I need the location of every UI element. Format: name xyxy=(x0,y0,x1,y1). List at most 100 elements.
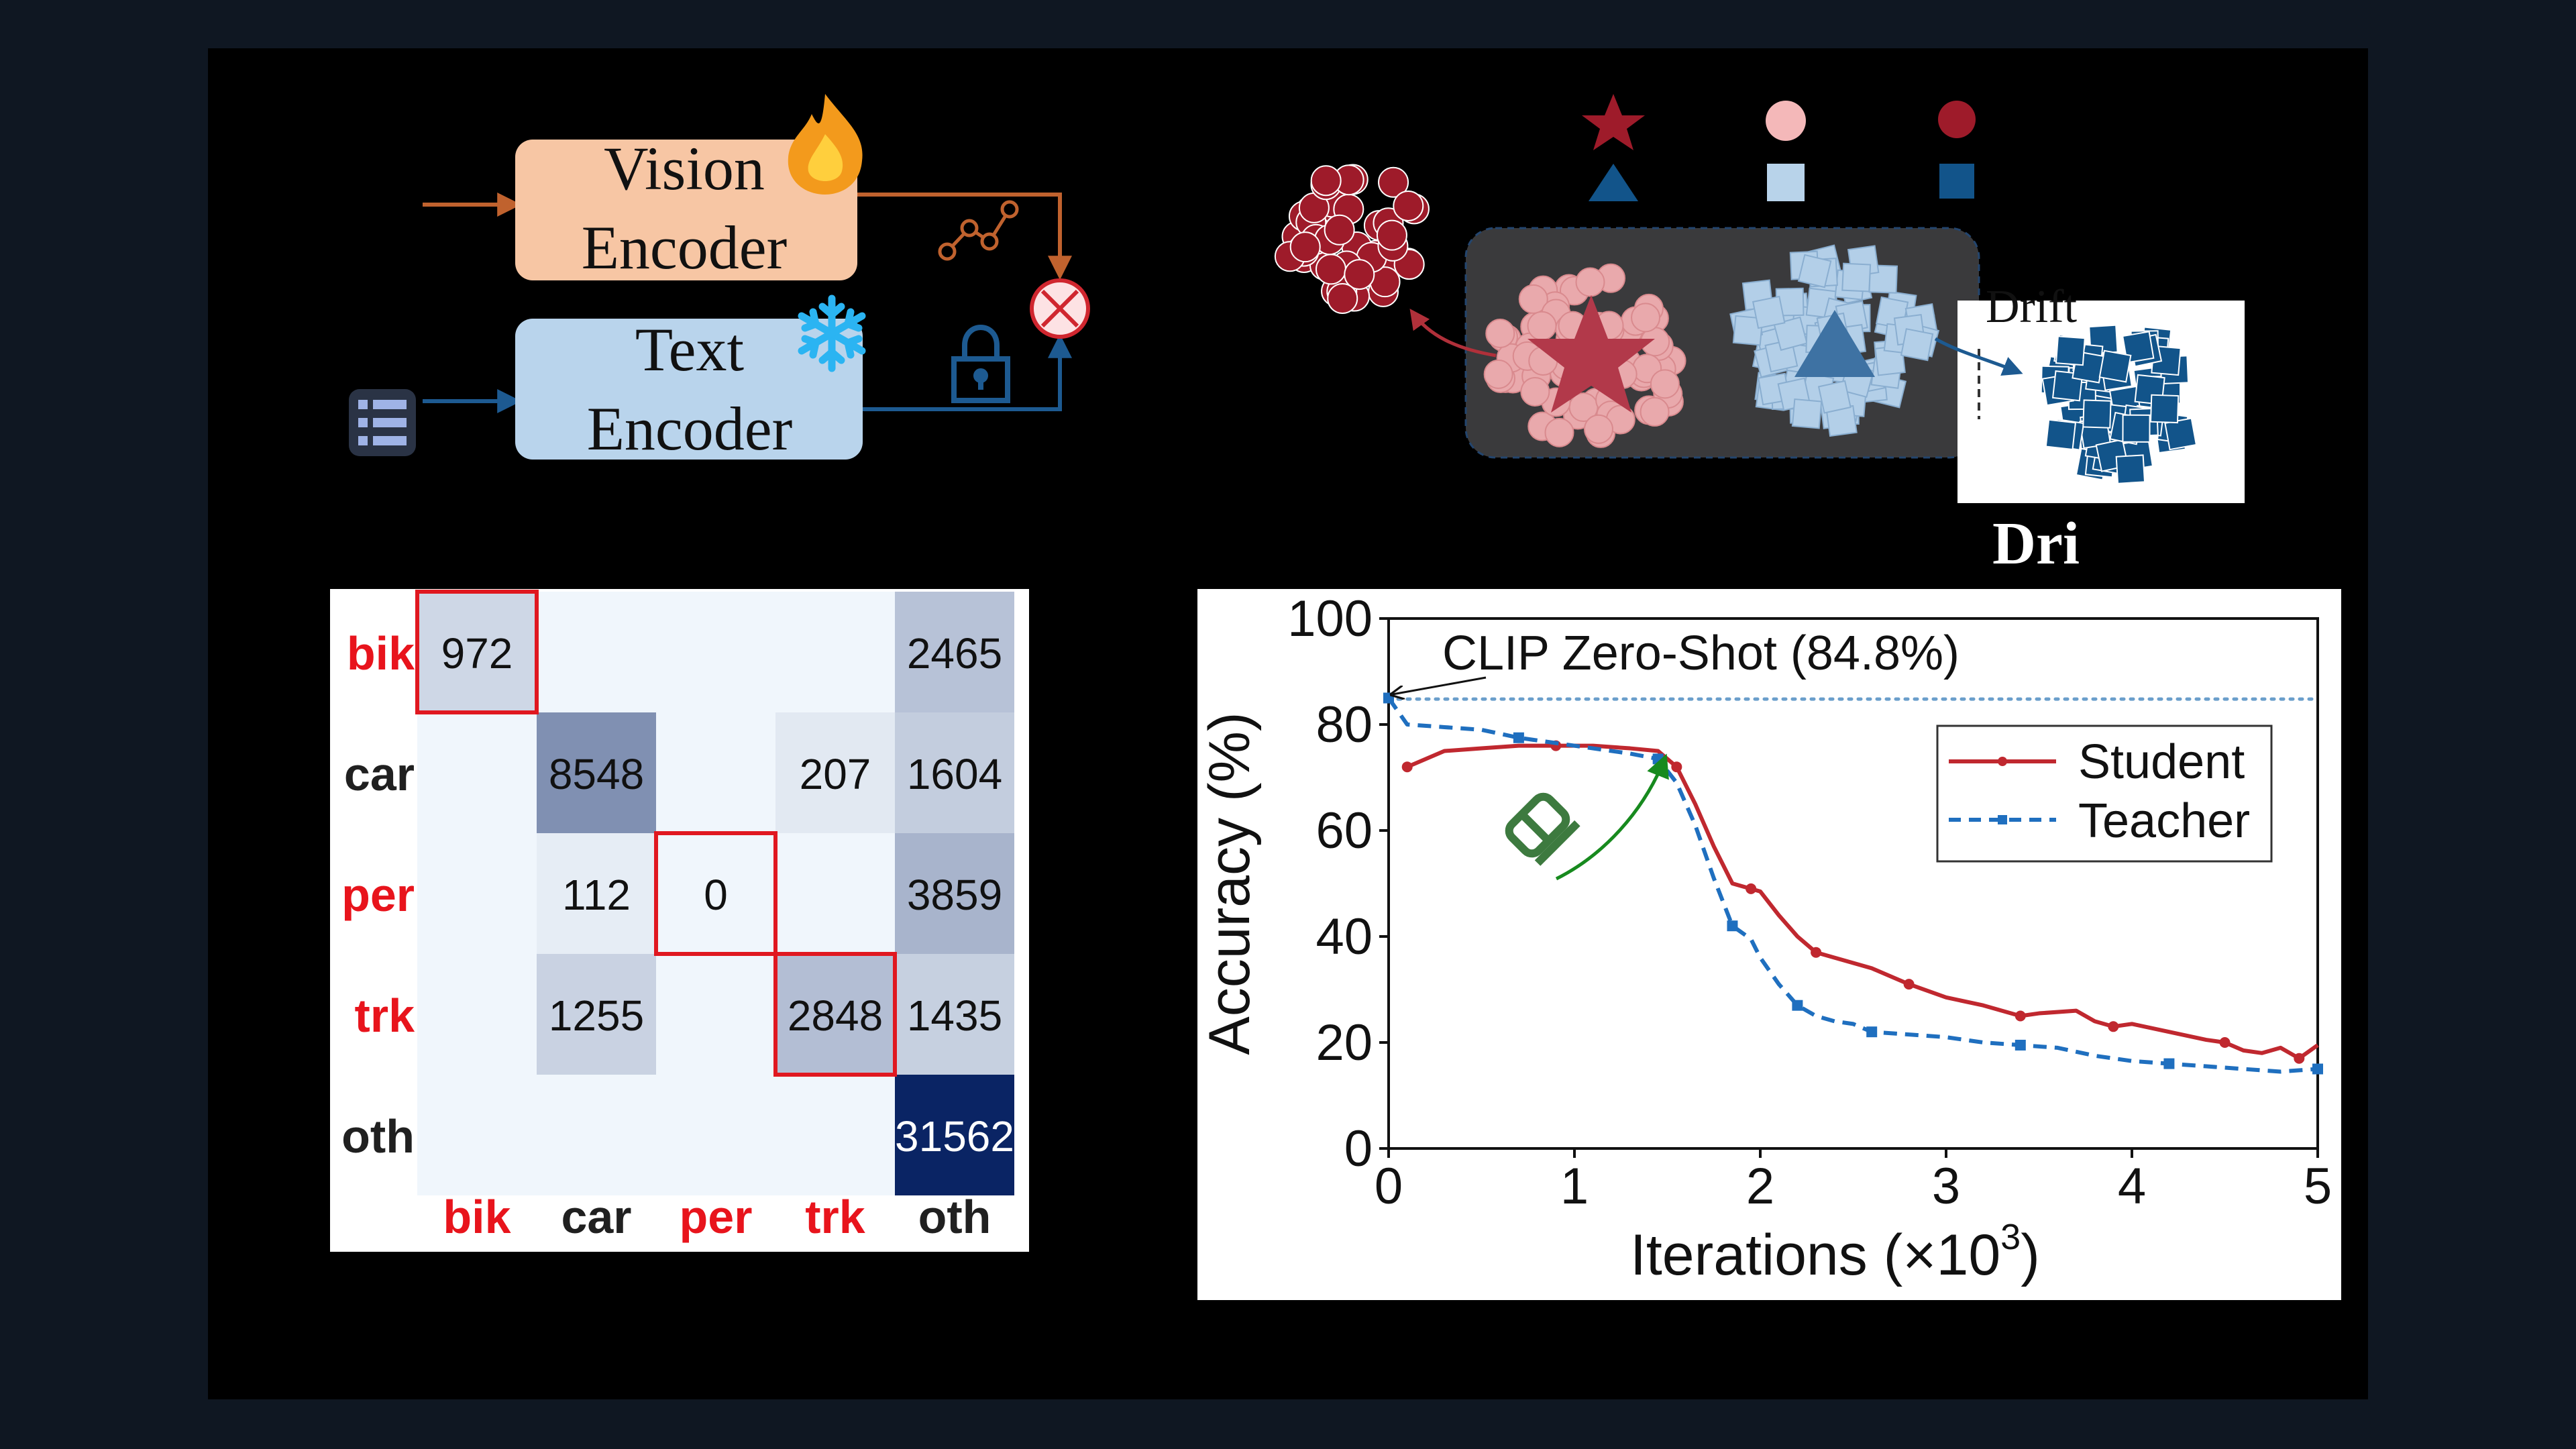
student-point xyxy=(1401,761,1413,773)
red-point xyxy=(1315,254,1346,285)
light-blue-cluster xyxy=(1729,244,1940,437)
chart-legend xyxy=(1936,724,2273,863)
light-blue-point xyxy=(1900,328,1934,362)
pink-point xyxy=(1485,318,1515,348)
highlight-box xyxy=(415,590,539,714)
x-tick-label: 0 xyxy=(1375,1158,1403,1215)
matrix-cell xyxy=(537,954,656,1075)
matrix-cell-value: 1435 xyxy=(907,991,1002,1040)
zero-shot-annotation: CLIP Zero-Shot (84.8%) xyxy=(1442,627,1960,680)
teacher-point xyxy=(2163,1058,2175,1069)
matrix-cell xyxy=(537,592,656,712)
drift-arrow-blue xyxy=(1934,337,2023,376)
matrix-cell xyxy=(417,954,537,1075)
pink-point xyxy=(1520,376,1550,407)
row-label: bik xyxy=(347,627,415,680)
triangle-icon xyxy=(1589,164,1638,201)
row-label: per xyxy=(341,869,415,921)
image-feature-arrow xyxy=(857,193,1072,280)
series-line-teacher xyxy=(1387,696,2318,1074)
matrix-cell xyxy=(895,1075,1014,1195)
dark-blue-point xyxy=(2082,399,2112,429)
matrix-cell xyxy=(656,592,775,712)
square-icon xyxy=(1939,164,1974,199)
pink-point xyxy=(1650,369,1680,399)
matrix-cell xyxy=(895,592,1014,712)
triangle-icon xyxy=(1794,310,1875,377)
panel-a-architecture: Vision Encoder Text Encoder xyxy=(349,94,1090,463)
dark-blue-point xyxy=(2115,454,2146,484)
panel-c-confusion-matrix: 972 2465 8548 207 1604 112 0 3859 1255 2848 1435 31… xyxy=(330,589,1029,1252)
vision-encoder-label-1: Vision xyxy=(604,134,765,203)
y-tick-label: 100 xyxy=(1287,590,1373,647)
drift-arrow-red xyxy=(1409,309,1497,358)
y-tick-label: 20 xyxy=(1316,1014,1373,1071)
matrix-cell xyxy=(656,1075,775,1195)
dark-blue-point xyxy=(2149,394,2180,424)
dark-blue-cluster xyxy=(2040,324,2198,484)
matrix-cell-value: 972 xyxy=(441,629,513,678)
matrix-cell xyxy=(775,833,895,954)
pink-point xyxy=(1527,311,1557,341)
pink-point xyxy=(1640,396,1670,427)
matrix-cell xyxy=(775,954,895,1075)
panel-b-caption-fragment: Dri xyxy=(1992,511,2080,577)
eraser-icon xyxy=(1505,792,1580,866)
matrix-cell xyxy=(895,954,1014,1075)
matrix-cell-value: 3859 xyxy=(907,871,1002,919)
light-blue-point xyxy=(1773,316,1808,352)
light-blue-point xyxy=(1797,254,1832,288)
legend-student-marker xyxy=(1998,757,2007,766)
text-list-icon xyxy=(349,389,416,456)
matrix-cell-value: 2848 xyxy=(788,991,883,1040)
column-label: per xyxy=(680,1191,753,1243)
y-tick-label: 0 xyxy=(1344,1120,1373,1177)
light-blue-point xyxy=(1732,315,1764,346)
matrix-cell xyxy=(775,1075,895,1195)
vision-encoder-label-2: Encoder xyxy=(582,213,788,282)
matrix-cell xyxy=(775,592,895,712)
fire-icon xyxy=(788,94,863,195)
zero-shot-arrow xyxy=(1393,676,1487,694)
highlight-box xyxy=(654,831,777,956)
matrix-cell-value: 1604 xyxy=(907,750,1002,798)
dark-blue-point xyxy=(2098,350,2132,383)
pink-point xyxy=(1583,414,1613,444)
matrix-cell xyxy=(537,712,656,833)
pink-point xyxy=(1483,359,1513,389)
column-label: bik xyxy=(443,1191,511,1243)
matrix-cell xyxy=(537,1075,656,1195)
text-encoder-label-1: Text xyxy=(635,315,745,384)
star-icon xyxy=(1582,94,1645,150)
text-encoder-box xyxy=(515,319,863,460)
graph-nodes-icon xyxy=(938,200,1019,261)
red-point xyxy=(1344,259,1375,290)
teacher-point xyxy=(1792,1000,1803,1011)
matrix-cell xyxy=(895,712,1014,833)
light-blue-point xyxy=(1791,398,1823,429)
legend-teacher-label: Teacher xyxy=(2078,794,2250,848)
pink-point xyxy=(1631,303,1661,333)
series-line-student xyxy=(1406,743,2319,1061)
red-point xyxy=(1393,190,1424,221)
square-icon xyxy=(1767,164,1805,201)
matrix-cell xyxy=(417,833,537,954)
column-label: car xyxy=(561,1191,631,1243)
matrix-cell-value: 8548 xyxy=(549,750,644,798)
matrix-cell xyxy=(656,833,775,954)
circle-icon xyxy=(1766,101,1806,141)
x-tick-label: 2 xyxy=(1746,1158,1774,1215)
student-point xyxy=(2015,1010,2026,1022)
y-axis-label: Accuracy (%) xyxy=(1197,712,1262,1055)
matrix-cell xyxy=(417,592,537,712)
light-blue-point xyxy=(1841,262,1872,292)
matrix-cell-value: 31562 xyxy=(895,1112,1014,1161)
matrix-cell-value: 112 xyxy=(562,871,631,919)
teacher-point xyxy=(1513,732,1524,743)
red-point xyxy=(1327,283,1358,315)
matrix-cell xyxy=(417,1075,537,1195)
red-point xyxy=(1289,231,1321,263)
drift-label: Drift xyxy=(1986,281,2078,333)
pink-point xyxy=(1575,267,1605,297)
